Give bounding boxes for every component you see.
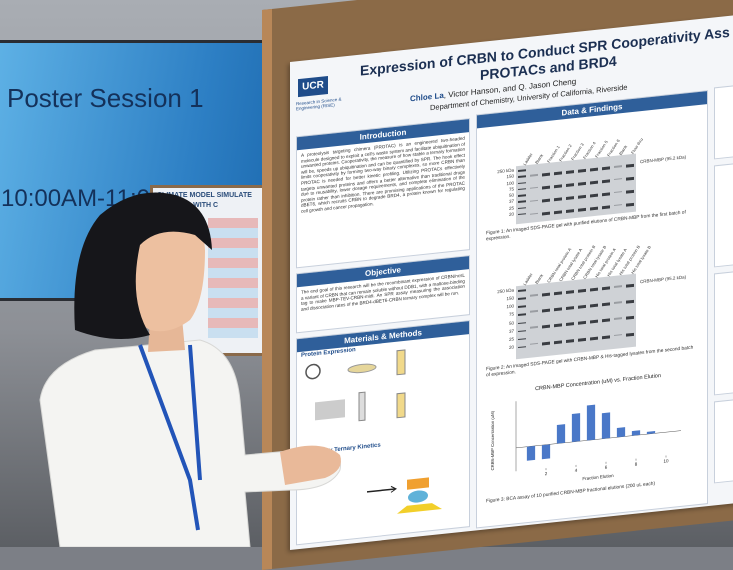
crbn-icon	[407, 477, 429, 490]
bar-chart: CRBN-MBP Concentration (uM) vs. Fraction…	[490, 373, 681, 481]
bar	[586, 404, 596, 441]
screen-title: Poster Session 1	[7, 83, 204, 113]
column-icon	[358, 391, 366, 422]
bar	[526, 445, 536, 461]
methods-box: Materials & Methods Protein Expression S…	[296, 320, 470, 546]
bar	[631, 430, 641, 436]
plasmid-icon	[305, 363, 321, 380]
x-tick-label: 4	[575, 468, 578, 473]
x-tick-label: 10	[663, 458, 668, 464]
background-poster-figures	[208, 218, 258, 338]
y-axis-label: CRBN-MBP Concentration (uM)	[490, 410, 495, 470]
x-tick-label: 6	[605, 465, 608, 470]
x-axis-label: Fraction Elution	[582, 473, 614, 481]
tube-icon	[396, 392, 406, 419]
presenter	[39, 192, 341, 547]
methods-diagram	[305, 349, 442, 514]
background-poster-title: CLIMATE MODEL SIMULATE	[157, 192, 252, 199]
shirt	[39, 339, 341, 547]
bar	[601, 412, 611, 439]
hand	[280, 445, 341, 485]
flask-icon	[396, 349, 406, 376]
plate-icon	[347, 363, 377, 374]
poster: UCR Research in Science & Engineering (R…	[290, 12, 733, 550]
chip-icon	[397, 503, 442, 514]
bar	[616, 427, 626, 438]
arrow	[367, 488, 395, 493]
gel-icon	[315, 399, 345, 421]
bar	[556, 424, 566, 444]
bar	[646, 430, 656, 435]
x-tick-label: 8	[635, 461, 638, 466]
x-tick-label: 2	[545, 471, 548, 476]
brd4-icon	[408, 490, 428, 503]
bar	[541, 444, 551, 460]
arrow-head	[390, 485, 397, 493]
lanyard	[138, 344, 202, 531]
hair	[74, 192, 213, 339]
bar	[571, 413, 581, 443]
